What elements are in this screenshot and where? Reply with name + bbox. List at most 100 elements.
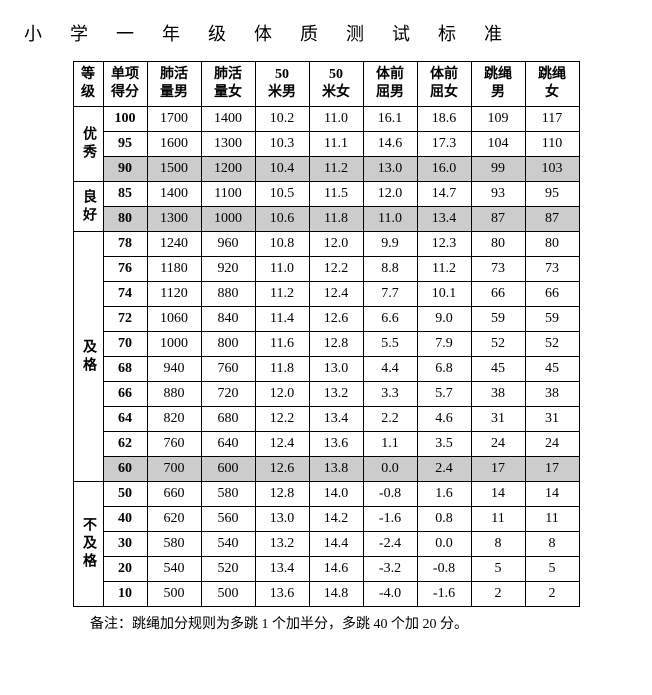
data-cell: 1400 xyxy=(147,182,201,207)
data-cell: 2.4 xyxy=(417,457,471,482)
data-cell: 14.7 xyxy=(417,182,471,207)
data-cell: 8 xyxy=(525,532,579,557)
table-row: 优秀1001700140010.211.016.118.6109117 xyxy=(73,107,579,132)
data-cell: 880 xyxy=(201,282,255,307)
data-cell: 760 xyxy=(147,432,201,457)
data-cell: 11.2 xyxy=(309,157,363,182)
data-cell: 109 xyxy=(471,107,525,132)
data-cell: 720 xyxy=(201,382,255,407)
score-cell: 70 xyxy=(103,332,147,357)
table-row: 6894076011.813.04.46.84545 xyxy=(73,357,579,382)
data-cell: 59 xyxy=(525,307,579,332)
data-cell: 87 xyxy=(471,207,525,232)
data-cell: 52 xyxy=(525,332,579,357)
data-cell: 13.6 xyxy=(255,582,309,607)
data-cell: 1.1 xyxy=(363,432,417,457)
data-cell: 500 xyxy=(147,582,201,607)
data-cell: 14.6 xyxy=(309,557,363,582)
table-row: 3058054013.214.4-2.40.088 xyxy=(73,532,579,557)
data-cell: 9.9 xyxy=(363,232,417,257)
table-row: 4062056013.014.2-1.60.81111 xyxy=(73,507,579,532)
data-cell: 12.8 xyxy=(255,482,309,507)
data-cell: 580 xyxy=(201,482,255,507)
data-cell: 0.8 xyxy=(417,507,471,532)
data-cell: 1300 xyxy=(147,207,201,232)
table-row: 不及格5066058012.814.0-0.81.61414 xyxy=(73,482,579,507)
data-cell: 11.0 xyxy=(309,107,363,132)
data-cell: 13.6 xyxy=(309,432,363,457)
column-header: 单项得分 xyxy=(103,62,147,107)
data-cell: 10.4 xyxy=(255,157,309,182)
data-cell: 14.8 xyxy=(309,582,363,607)
data-cell: 11.5 xyxy=(309,182,363,207)
data-cell: 6.8 xyxy=(417,357,471,382)
data-cell: 24 xyxy=(525,432,579,457)
data-cell: 16.0 xyxy=(417,157,471,182)
table-row: 1050050013.614.8-4.0-1.622 xyxy=(73,582,579,607)
data-cell: 80 xyxy=(471,232,525,257)
table-row: 72106084011.412.66.69.05959 xyxy=(73,307,579,332)
data-cell: 93 xyxy=(471,182,525,207)
data-cell: 10.2 xyxy=(255,107,309,132)
data-cell: 17.3 xyxy=(417,132,471,157)
grade-cell: 及格 xyxy=(73,232,103,482)
data-cell: 1060 xyxy=(147,307,201,332)
table-row: 良好851400110010.511.512.014.79395 xyxy=(73,182,579,207)
data-cell: 14.2 xyxy=(309,507,363,532)
data-cell: 17 xyxy=(525,457,579,482)
data-cell: 11.6 xyxy=(255,332,309,357)
data-cell: 5.5 xyxy=(363,332,417,357)
data-cell: -1.6 xyxy=(363,507,417,532)
score-cell: 20 xyxy=(103,557,147,582)
data-cell: 1180 xyxy=(147,257,201,282)
score-cell: 90 xyxy=(103,157,147,182)
data-cell: 18.6 xyxy=(417,107,471,132)
data-cell: 1300 xyxy=(201,132,255,157)
data-cell: 5 xyxy=(471,557,525,582)
column-header: 跳绳男 xyxy=(471,62,525,107)
data-cell: 117 xyxy=(525,107,579,132)
data-cell: -0.8 xyxy=(417,557,471,582)
data-cell: 13.4 xyxy=(255,557,309,582)
data-cell: 540 xyxy=(147,557,201,582)
data-cell: 45 xyxy=(525,357,579,382)
score-cell: 72 xyxy=(103,307,147,332)
score-cell: 64 xyxy=(103,407,147,432)
footnote: 备注：跳绳加分规则为多跳 1 个加半分，多跳 40 个加 20 分。 xyxy=(20,613,632,633)
data-cell: 87 xyxy=(525,207,579,232)
score-cell: 76 xyxy=(103,257,147,282)
data-cell: 14 xyxy=(525,482,579,507)
data-cell: 66 xyxy=(471,282,525,307)
data-cell: 110 xyxy=(525,132,579,157)
data-cell: -4.0 xyxy=(363,582,417,607)
data-cell: 10.3 xyxy=(255,132,309,157)
data-cell: 880 xyxy=(147,382,201,407)
grade-cell: 不及格 xyxy=(73,482,103,607)
data-cell: 95 xyxy=(525,182,579,207)
data-cell: 12.4 xyxy=(309,282,363,307)
data-cell: 12.3 xyxy=(417,232,471,257)
data-cell: 31 xyxy=(471,407,525,432)
data-cell: 1120 xyxy=(147,282,201,307)
table-row: 74112088011.212.47.710.16666 xyxy=(73,282,579,307)
data-cell: 12.4 xyxy=(255,432,309,457)
score-cell: 66 xyxy=(103,382,147,407)
grade-cell: 优秀 xyxy=(73,107,103,182)
column-header: 50米男 xyxy=(255,62,309,107)
data-cell: 820 xyxy=(147,407,201,432)
data-cell: 99 xyxy=(471,157,525,182)
data-cell: 13.0 xyxy=(363,157,417,182)
data-cell: 1500 xyxy=(147,157,201,182)
column-header: 肺活量男 xyxy=(147,62,201,107)
data-cell: 66 xyxy=(525,282,579,307)
score-cell: 40 xyxy=(103,507,147,532)
data-cell: 24 xyxy=(471,432,525,457)
data-cell: 4.4 xyxy=(363,357,417,382)
data-cell: 800 xyxy=(201,332,255,357)
data-cell: 6.6 xyxy=(363,307,417,332)
data-cell: 13.4 xyxy=(309,407,363,432)
data-cell: 660 xyxy=(147,482,201,507)
data-cell: 600 xyxy=(201,457,255,482)
data-cell: 11.2 xyxy=(255,282,309,307)
data-cell: 11.8 xyxy=(255,357,309,382)
